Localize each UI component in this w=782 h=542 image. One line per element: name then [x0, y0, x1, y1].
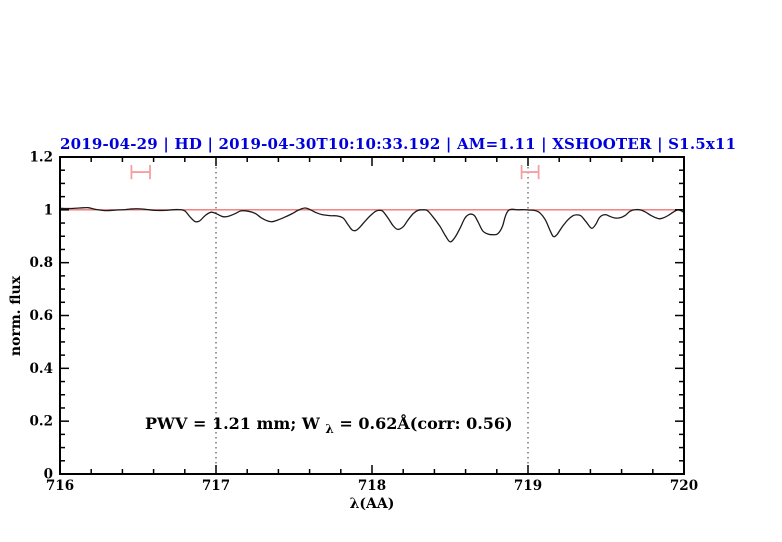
x-tick-label: 717 — [202, 478, 230, 494]
x-axis-label: λ(AA) — [350, 496, 395, 512]
spectrum-line — [59, 206, 685, 243]
x-tick-label: 719 — [514, 478, 542, 494]
y-tick-label: 0.4 — [30, 361, 54, 377]
x-tick-label: 720 — [670, 478, 698, 494]
annotation-subscript: λ — [325, 422, 333, 436]
pwv-annotation: PWV = 1.21 mm; W λ = 0.62Å(corr: 0.56) — [145, 412, 513, 437]
y-tick-label: 0.8 — [30, 255, 54, 271]
annotation-suffix: = 0.62Å(corr: 0.56) — [339, 412, 512, 433]
y-tick-label: 0.6 — [30, 308, 54, 324]
y-tick-label: 1.2 — [30, 150, 54, 166]
tick-labels: 716 717 718 719 720 0 0.2 0.4 0.6 0.8 1 1.2 — [30, 150, 699, 495]
axis-ticks — [59, 156, 685, 475]
x-tick-label: 718 — [358, 478, 386, 494]
y-axis-label: norm. flux — [8, 275, 24, 356]
y-tick-label: 1 — [44, 202, 53, 218]
error-bars — [130, 164, 540, 180]
spectrum-curve — [59, 206, 685, 243]
x-tick-label: 716 — [46, 478, 74, 494]
y-tick-label: 0 — [44, 467, 53, 483]
annotation-prefix: PWV = 1.21 mm; W — [145, 414, 321, 433]
y-tick-label: 0.2 — [30, 414, 54, 430]
plot-title: 2019-04-29 | HD | 2019-04-30T10:10:33.19… — [60, 135, 737, 153]
